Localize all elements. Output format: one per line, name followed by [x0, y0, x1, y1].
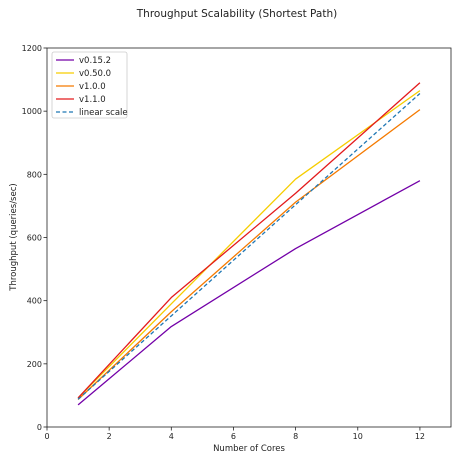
x-tick-label: 2	[107, 432, 112, 441]
legend-label: v1.1.0	[79, 95, 106, 105]
x-tick-label: 4	[169, 432, 174, 441]
y-tick-label: 1200	[22, 44, 42, 53]
y-tick-label: 1000	[22, 107, 42, 116]
y-axis-label: Throughput (queries/sec)	[9, 183, 19, 291]
y-tick-label: 0	[37, 423, 42, 432]
x-axis-label: Number of Cores	[213, 444, 285, 454]
legend-box	[51, 51, 128, 119]
series-line-linear-scale	[77, 92, 421, 400]
y-tick-label: 600	[27, 234, 42, 243]
legend: v0.15.2 v0.50.0 v1.0.0 v1.1.0 linear scale	[51, 51, 128, 119]
plot-area: 0 2 4 6 8 10 12 0 200 400 600 800 1000 1200	[22, 44, 452, 441]
y-tick-label: 800	[27, 170, 42, 179]
series-line-v0-50-0	[77, 90, 421, 399]
legend-label: v1.0.0	[79, 82, 106, 92]
x-tick-label: 8	[293, 432, 298, 441]
series-line-v1-0-0	[77, 109, 421, 400]
chart-title: Throughput Scalability (Shortest Path)	[136, 8, 337, 20]
y-tick-label: 200	[27, 360, 42, 369]
series-line-v0-15-2	[77, 180, 421, 406]
x-tick-label: 0	[44, 432, 49, 441]
legend-label: linear scale	[79, 108, 128, 118]
y-tick-label: 400	[27, 297, 42, 306]
series-line-v1-1-0	[77, 82, 421, 399]
x-tick-label: 10	[353, 432, 363, 441]
legend-label: v0.50.0	[79, 69, 111, 79]
x-tick-label: 6	[231, 432, 236, 441]
x-tick-label: 12	[415, 432, 425, 441]
legend-label: v0.15.2	[79, 56, 111, 66]
